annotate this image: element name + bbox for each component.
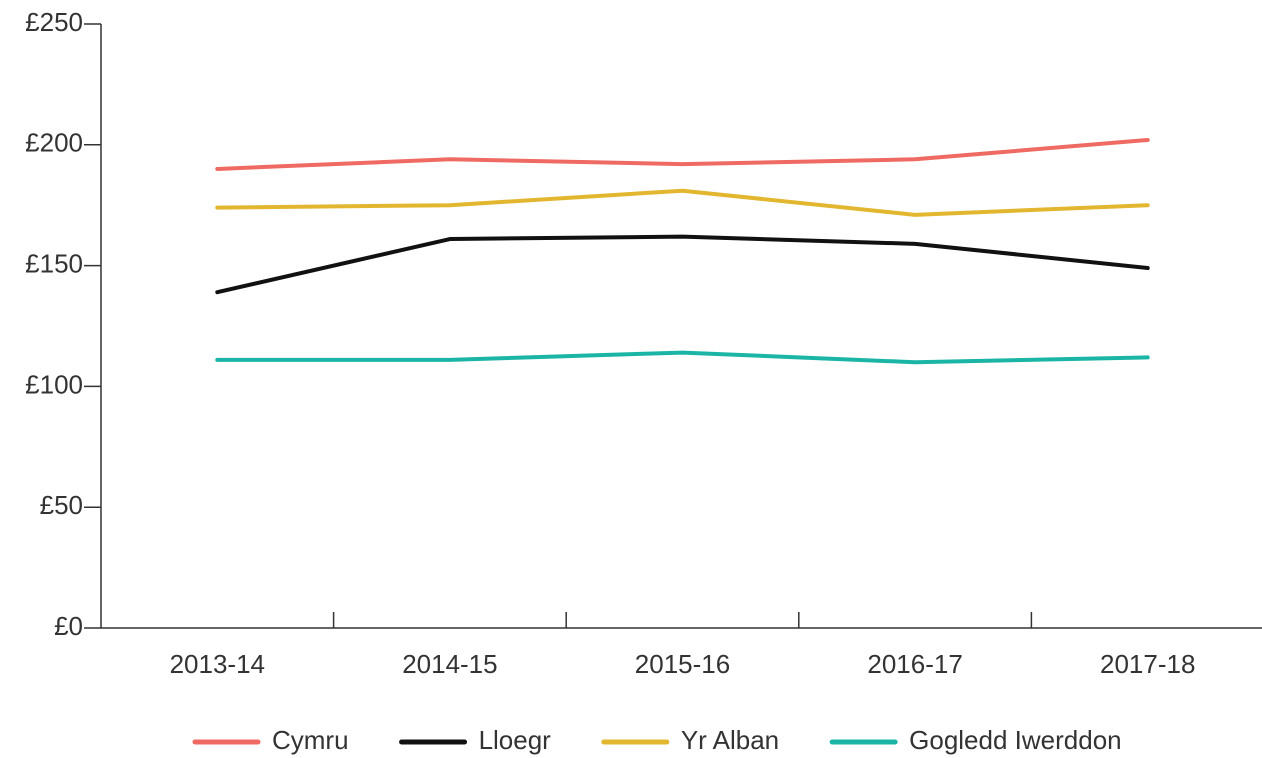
- x-tick-label: 2014-15: [402, 649, 497, 679]
- x-tick-label: 2015-16: [635, 649, 730, 679]
- series-line: [215, 188, 1150, 217]
- series-line: [215, 350, 1150, 365]
- series-line: [215, 137, 1150, 171]
- x-tick-label: 2013-14: [170, 649, 265, 679]
- y-tick-label: £100: [25, 369, 83, 399]
- legend-label: Yr Alban: [681, 725, 779, 755]
- x-tick-label: 2016-17: [867, 649, 962, 679]
- y-tick-label: £150: [25, 248, 83, 278]
- legend-label: Lloegr: [479, 725, 552, 755]
- series-line: [215, 234, 1150, 295]
- legend-label: Cymru: [272, 725, 349, 755]
- y-tick-label: £50: [40, 490, 83, 520]
- x-tick-label: 2017-18: [1100, 649, 1195, 679]
- y-tick-label: £200: [25, 128, 83, 158]
- y-tick-label: £250: [25, 7, 83, 37]
- y-tick-label: £0: [54, 611, 83, 641]
- legend-label: Gogledd Iwerddon: [909, 725, 1121, 755]
